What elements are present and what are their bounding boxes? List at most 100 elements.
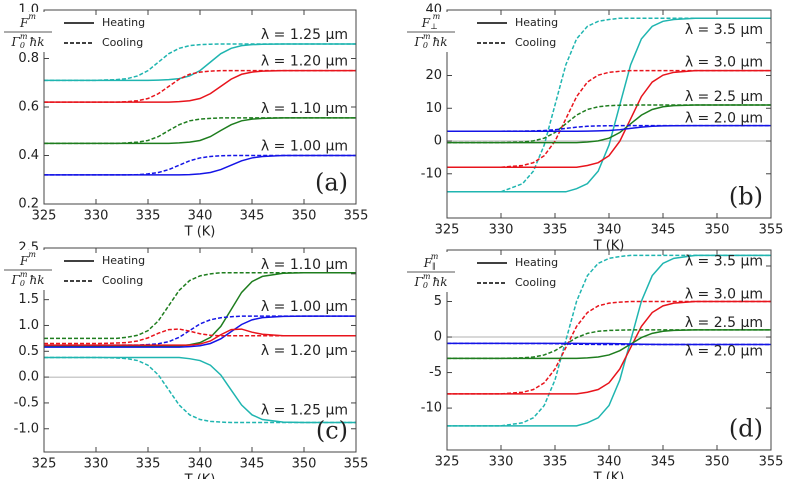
y-tick-label: -0.5 — [14, 395, 39, 410]
ylabel-part: F — [421, 16, 431, 30]
ylabel-part: 0 — [423, 281, 428, 290]
x-tick-label: 350 — [705, 223, 730, 238]
ylabel-part: ħk — [30, 35, 45, 49]
x-tick-label: 330 — [84, 457, 109, 472]
heating-curve — [447, 124, 771, 132]
series-label: λ = 1.25 μm — [261, 27, 348, 43]
cooling-curve — [44, 356, 356, 424]
heating-curve — [44, 272, 356, 347]
legend-label: Heating — [515, 256, 558, 269]
ylabel-part: m — [20, 270, 28, 279]
x-tick-label: 345 — [240, 457, 265, 472]
cooling-curve — [447, 300, 771, 395]
x-tick-label: 330 — [84, 209, 109, 224]
x-tick-label: 330 — [489, 455, 514, 470]
ylabel-part: Γ — [413, 275, 423, 289]
x-tick-label: 340 — [597, 223, 622, 238]
curves — [44, 43, 356, 176]
ylabel-part: 0 — [423, 41, 428, 50]
ylabel-part: ⊥ — [430, 22, 438, 31]
ylabel-part: 0 — [20, 279, 25, 288]
heating-curve — [447, 104, 771, 144]
x-axis-label: T (K) — [593, 471, 625, 479]
series-label: λ = 2.5 μm — [685, 89, 763, 105]
y-tick-label: -1.0 — [14, 421, 39, 436]
y-tick-label: 1.0 — [18, 318, 39, 333]
y-tick-label: 10 — [425, 101, 442, 116]
series-label: λ = 2.5 μm — [685, 315, 763, 331]
y-tick-label: 0.6 — [18, 100, 39, 115]
ylabel-numerator: Fm — [19, 12, 36, 30]
series-label: λ = 1.25 μm — [261, 403, 348, 419]
ylabel-part: Γ — [10, 35, 20, 49]
legend-label: Heating — [515, 16, 558, 29]
ylabel-denominator: Γ0m ħk — [10, 270, 44, 288]
x-tick-label: 350 — [292, 209, 317, 224]
ylabel-denominator: Γ0m ħk — [10, 32, 44, 50]
y-tick-label: -10 — [421, 166, 442, 181]
heating-curve — [44, 117, 356, 145]
x-tick-label: 345 — [651, 223, 676, 238]
ylabel-part: F — [19, 254, 29, 268]
ylabel-numerator: F⊥m — [421, 12, 441, 31]
ylabel-part: m — [433, 12, 441, 21]
series-label: λ = 1.10 μm — [261, 257, 348, 273]
x-tick-label: 350 — [292, 457, 317, 472]
y-tick-label: -5 — [429, 365, 442, 380]
y-tick-label: 0 — [434, 330, 442, 345]
curves — [44, 272, 356, 424]
series-label: λ = 3.0 μm — [685, 55, 763, 71]
x-tick-label: 355 — [759, 455, 784, 470]
x-tick-label: 325 — [32, 209, 57, 224]
y-tick-label: 20 — [425, 68, 442, 83]
x-tick-label: 355 — [759, 223, 784, 238]
ylabel-part: m — [431, 252, 439, 261]
ylabel-part: ħk — [433, 35, 448, 49]
y-tick-label: 5 — [434, 294, 442, 309]
ylabel-part: 0 — [20, 41, 25, 50]
x-tick-label: 340 — [188, 209, 213, 224]
series-label: λ = 1.20 μm — [261, 54, 348, 70]
x-axis-label: T (K) — [184, 473, 216, 479]
legend-label: Cooling — [515, 36, 556, 49]
frame — [446, 249, 772, 451]
legend-label: Cooling — [515, 276, 556, 289]
ylabel-part: m — [28, 250, 36, 259]
frame — [446, 9, 772, 219]
ylabel-denominator: Γ0m ħk — [413, 272, 447, 290]
series-label: λ = 3.0 μm — [685, 287, 763, 303]
x-tick-label: 330 — [489, 223, 514, 238]
cooling-curve — [44, 328, 356, 345]
series-label: λ = 3.5 μm — [685, 22, 763, 38]
x-tick-label: 350 — [705, 455, 730, 470]
y-tick-label: 0 — [434, 134, 442, 149]
frame — [43, 9, 357, 205]
cooling-curve — [447, 254, 771, 427]
legend-label: Heating — [102, 254, 145, 267]
ylabel-part: F — [423, 256, 433, 270]
x-tick-label: 340 — [597, 455, 622, 470]
ylabel-part: m — [20, 32, 28, 41]
x-tick-label: 335 — [543, 455, 568, 470]
heating-curve — [44, 328, 356, 346]
ylabel-part: ħk — [433, 275, 448, 289]
legend-label: Cooling — [102, 36, 143, 49]
series-label: λ = 3.5 μm — [685, 253, 763, 269]
x-tick-label: 340 — [188, 457, 213, 472]
y-tick-label: -10 — [421, 401, 442, 416]
ylabel-part: m — [28, 12, 36, 21]
ylabel-part: m — [423, 32, 431, 41]
cooling-curve — [44, 272, 356, 340]
heating-curve — [447, 254, 771, 427]
heating-curve — [44, 356, 356, 424]
ylabel-part: Γ — [10, 273, 20, 287]
ylabel-denominator: Γ0m ħk — [413, 32, 447, 50]
cooling-curve — [44, 154, 356, 176]
series-label: λ = 2.0 μm — [685, 343, 763, 359]
heating-curve — [447, 342, 771, 346]
cooling-curve — [44, 315, 356, 346]
ylabel-part: F — [19, 16, 29, 30]
panel-label: (b) — [729, 183, 763, 211]
y-tick-label: 0.2 — [18, 197, 39, 212]
ylabel-numerator: Fm — [19, 250, 36, 268]
